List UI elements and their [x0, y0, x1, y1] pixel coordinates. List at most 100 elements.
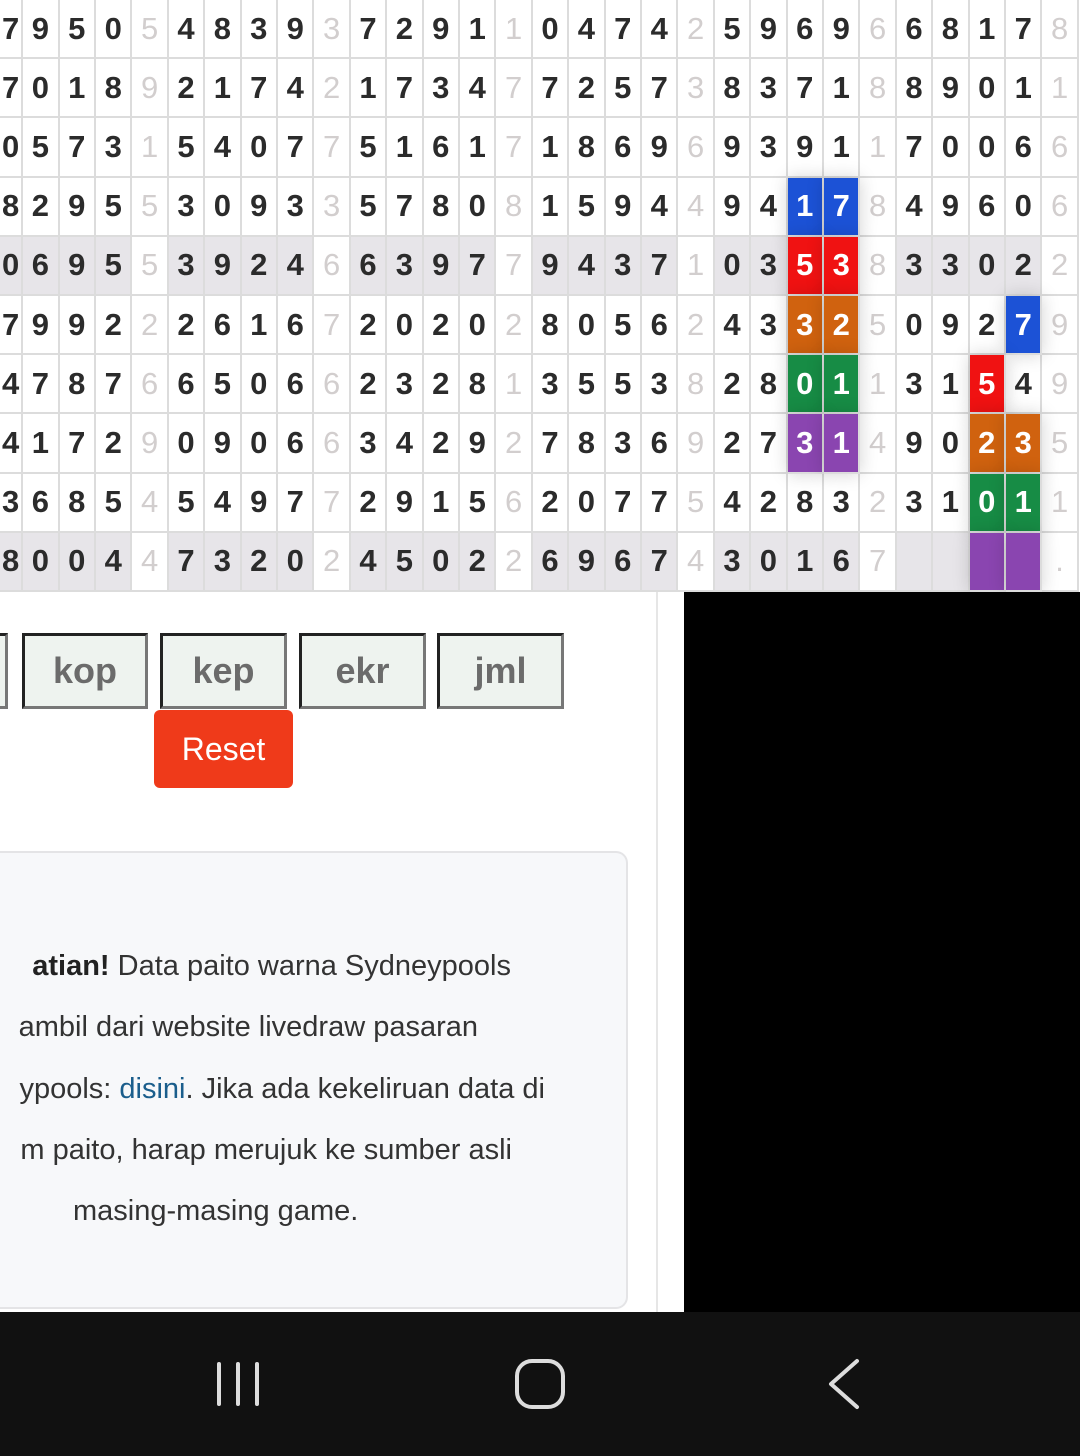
- grid-cell: 9: [23, 296, 60, 356]
- recent-apps-icon[interactable]: [210, 1352, 266, 1416]
- grid-cell: 6: [278, 355, 315, 415]
- grid-cell: 2: [423, 414, 460, 474]
- grid-cell: 3: [387, 355, 424, 415]
- grid-cell: 9: [205, 414, 242, 474]
- grid-cell: 7: [642, 473, 679, 533]
- grid-cell: 6: [532, 532, 570, 592]
- grid-cell: 7: [96, 355, 133, 415]
- grid-cell: 7: [605, 0, 642, 60]
- grid-cell-hint: 6: [860, 0, 897, 60]
- grid-cell: 2: [532, 473, 570, 533]
- grid-cell: 1: [824, 118, 861, 178]
- grid-cell: 0: [387, 296, 424, 356]
- notice-line-2: ambil dari website livedraw pasaran: [18, 1011, 478, 1043]
- grid-cell: 4: [205, 473, 242, 533]
- grid-cell: 8: [59, 355, 96, 415]
- ekr-button[interactable]: ekr: [299, 633, 426, 709]
- grid-cell: 6: [278, 414, 315, 474]
- blank-area: [684, 592, 1080, 1312]
- grid-cell-hint: 4: [132, 473, 169, 533]
- grid-cell-hint: 8: [860, 177, 897, 237]
- kep-button[interactable]: kep: [160, 633, 287, 709]
- grid-cell: 9: [423, 236, 460, 296]
- grid-cell: 4: [751, 177, 788, 237]
- grid-cell: 2: [751, 473, 788, 533]
- grid-cell: 1: [824, 414, 861, 474]
- grid-cell: 5: [605, 296, 642, 356]
- grid-cell: 8: [0, 532, 24, 592]
- grid-cell: 3: [387, 236, 424, 296]
- grid-cell: 7: [59, 414, 96, 474]
- grid-cell: 4: [350, 532, 388, 592]
- grid-cell: 2: [350, 296, 388, 356]
- grid-cell: 7: [642, 59, 679, 119]
- grid-cell: 1: [933, 355, 970, 415]
- grid-cell: 9: [241, 177, 278, 237]
- grid-cell-hint: .: [1042, 532, 1079, 592]
- grid-cell: 9: [751, 0, 788, 60]
- grid-cell: 1: [933, 473, 970, 533]
- grid-cell: 3: [824, 473, 861, 533]
- disini-link[interactable]: disini: [119, 1073, 186, 1105]
- grid-cell-hint: 2: [314, 532, 351, 592]
- grid-cell: 8: [96, 59, 133, 119]
- grid-cell: 1: [460, 118, 497, 178]
- grid-cell-hint: 2: [496, 532, 533, 592]
- grid-cell: 9: [569, 532, 606, 592]
- system-nav-bar: [0, 1312, 1080, 1456]
- grid-cell: 5: [569, 355, 606, 415]
- grid-cell-hint: 1: [1042, 59, 1079, 119]
- grid-cell-hint: 7: [496, 118, 533, 178]
- grid-cell: 7: [787, 59, 824, 119]
- grid-cell: 5: [387, 532, 424, 592]
- grid-cell: 0: [969, 236, 1006, 296]
- grid-cell-hint: 8: [678, 355, 715, 415]
- grid-cell: 2: [241, 236, 278, 296]
- grid-cell-hint: 6: [314, 414, 351, 474]
- kop-button[interactable]: kop: [22, 633, 148, 709]
- grid-cell: 6: [605, 118, 642, 178]
- grid-cell-hint: 7: [860, 532, 897, 592]
- grid-cell: 7: [532, 59, 570, 119]
- grid-cell: 3: [787, 296, 824, 356]
- scroll-divider: [656, 592, 658, 1312]
- jml-button[interactable]: jml: [437, 633, 564, 709]
- grid-cell: 0: [460, 177, 497, 237]
- grid-cell-hint: 7: [314, 296, 351, 356]
- grid-cell-hint: 3: [314, 177, 351, 237]
- grid-cell: 5: [605, 355, 642, 415]
- grid-cell: 2: [460, 532, 497, 592]
- grid-cell: 0: [569, 296, 606, 356]
- grid-cell: 0: [278, 532, 315, 592]
- grid-cell: 9: [532, 236, 570, 296]
- grid-cell: 7: [460, 236, 497, 296]
- grid-cell: 4: [0, 414, 24, 474]
- grid-cell: 4: [168, 0, 206, 60]
- partial-button[interactable]: [0, 633, 8, 709]
- grid-cell-hint: 7: [314, 473, 351, 533]
- grid-cell: 6: [896, 0, 934, 60]
- grid-cell-hint: 9: [1042, 355, 1079, 415]
- grid-cell: 6: [824, 532, 861, 592]
- grid-cell: 7: [241, 59, 278, 119]
- notice-line-5: masing-masing game.: [73, 1195, 359, 1227]
- grid-cell: 3: [205, 532, 242, 592]
- grid-cell: 3: [350, 414, 388, 474]
- grid-cell: 7: [278, 473, 315, 533]
- grid-cell: 1: [824, 355, 861, 415]
- grid-cell: 9: [59, 177, 96, 237]
- grid-cell-hint: 2: [678, 296, 715, 356]
- grid-cell: [933, 532, 970, 592]
- grid-cell: 8: [751, 355, 788, 415]
- home-icon[interactable]: [508, 1352, 572, 1416]
- grid-cell-hint: 2: [496, 296, 533, 356]
- grid-cell: 8: [460, 355, 497, 415]
- back-icon[interactable]: [815, 1352, 871, 1416]
- grid-cell: 6: [642, 414, 679, 474]
- grid-cell-hint: 2: [678, 0, 715, 60]
- reset-button[interactable]: Reset: [154, 710, 293, 788]
- grid-cell: 4: [278, 59, 315, 119]
- grid-cell: 5: [168, 473, 206, 533]
- grid-cell: 2: [569, 59, 606, 119]
- grid-cell: 0: [569, 473, 606, 533]
